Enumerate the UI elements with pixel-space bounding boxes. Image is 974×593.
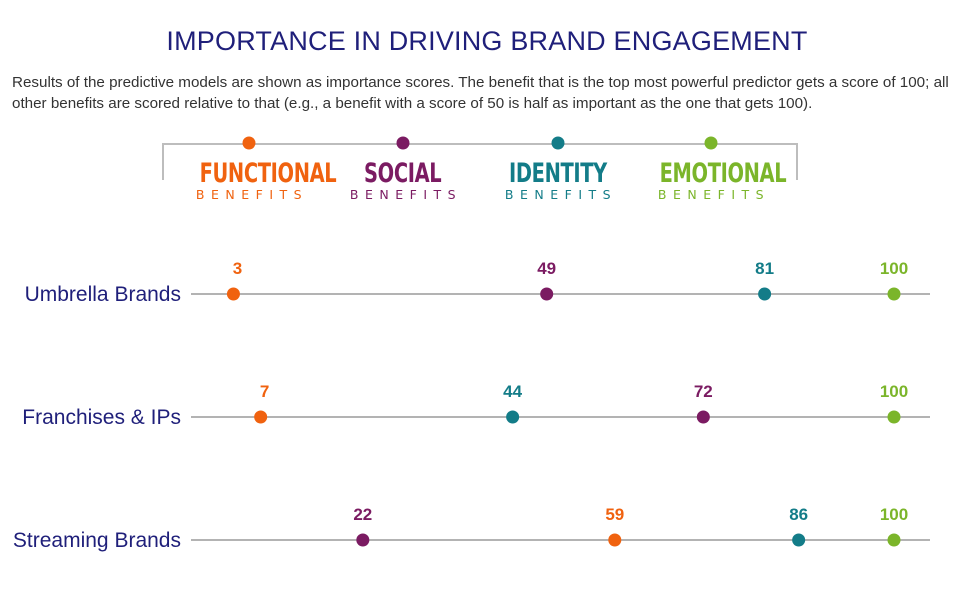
row-label: Umbrella Brands: [25, 283, 181, 306]
data-label: 7: [260, 382, 269, 401]
legend-item-identity: IDENTITY BENEFITS: [478, 160, 638, 203]
legend-dot-identity: [551, 136, 565, 150]
chart-title: IMPORTANCE IN DRIVING BRAND ENGAGEMENT: [166, 26, 808, 56]
data-label: 81: [755, 259, 774, 278]
legend-item-social: SOCIAL BENEFITS: [323, 160, 483, 203]
data-label: 49: [537, 259, 556, 278]
data-point: [540, 287, 554, 301]
data-label: 59: [605, 505, 624, 524]
data-point: [506, 410, 520, 424]
legend-dot-functional: [242, 136, 256, 150]
legend-word-social: SOCIAL: [361, 160, 445, 188]
legend-dot-social: [396, 136, 410, 150]
data-label: 100: [880, 505, 908, 524]
legend-item-emotional: EMOTIONAL BENEFITS: [631, 160, 791, 202]
data-point: [792, 533, 806, 547]
legend-bracket: [162, 143, 798, 180]
data-label: 22: [353, 505, 372, 524]
chart-subtitle: Results of the predictive models are sho…: [12, 74, 949, 112]
data-point: [356, 533, 370, 547]
data-label: 3: [233, 259, 242, 278]
data-point: [696, 410, 710, 424]
row-label: Streaming Brands: [13, 529, 181, 552]
legend-word-functional: FUNCTIONAL: [196, 160, 340, 188]
data-point: [887, 287, 901, 301]
legend-sub-functional: BENEFITS: [195, 187, 309, 202]
data-label: 86: [789, 505, 808, 524]
legend-word-emotional: EMOTIONAL: [656, 160, 790, 188]
legend-sub-social: BENEFITS: [349, 187, 463, 202]
data-point: [608, 533, 622, 547]
legend-dot-emotional: [704, 136, 718, 150]
data-point: [887, 410, 901, 424]
data-label: 100: [880, 382, 908, 401]
data-label: 100: [880, 259, 908, 278]
data-point: [226, 287, 240, 301]
legend-item-functional: FUNCTIONAL BENEFITS: [169, 160, 340, 202]
data-point: [887, 533, 901, 547]
data-point: [254, 410, 268, 424]
data-label: 44: [503, 382, 522, 401]
legend-word-identity: IDENTITY: [506, 160, 610, 188]
row-label: Franchises & IPs: [22, 406, 181, 429]
legend-sub-identity: BENEFITS: [504, 187, 618, 202]
data-point: [758, 287, 772, 301]
legend-sub-emotional: BENEFITS: [657, 187, 771, 202]
data-label: 72: [694, 382, 713, 401]
